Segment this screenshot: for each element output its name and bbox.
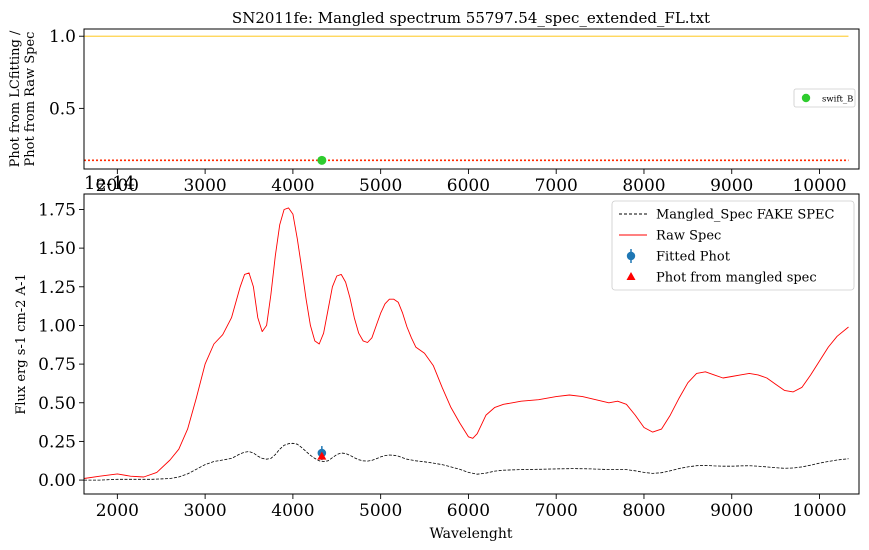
spectrum-ytick-label: 0.50 (38, 394, 76, 414)
ratio-xtick-label: 6000 (447, 176, 490, 196)
spectrum-x-ticks: 2000 3000 4000 5000 6000 7000 8000 9000 10000 (96, 494, 847, 521)
spectrum-ytick-label: 0.75 (38, 355, 76, 375)
legend-label-phot: Phot from mangled spec (656, 271, 817, 286)
ratio-legend-label: swift_B (822, 95, 853, 105)
ratio-xtick-label: 4000 (271, 176, 314, 196)
ratio-ytick-label: 0.5 (49, 99, 76, 119)
ratio-xtick-label: 9000 (710, 176, 753, 196)
spectrum-ytick-label: 1.25 (38, 278, 76, 298)
ratio-axes: 2000 3000 4000 5000 6000 7000 8000 9000 10000 0.… (8, 27, 860, 196)
spectrum-y-ticks: 0.00 0.25 0.50 0.75 1.00 1.25 1.50 1.75 (38, 200, 84, 491)
legend-label-mangled: Mangled_Spec FAKE SPEC (656, 208, 835, 223)
mangled-spec-line (84, 442, 849, 481)
legend-marker-phot (626, 272, 636, 280)
ratio-xtick-label: 3000 (183, 176, 226, 196)
spectrum-xtick-label: 7000 (535, 501, 578, 521)
spectrum-xtick-label: 6000 (447, 501, 490, 521)
raw-spec-line (84, 207, 849, 479)
spectrum-legend-box (611, 200, 855, 291)
spectrum-xtick-label: 10000 (792, 501, 846, 521)
spectrum-series-group (84, 207, 849, 481)
legend-label-fitted: Fitted Phot (656, 250, 731, 265)
spectrum-axes: 2000 3000 4000 5000 6000 7000 8000 9000 10000 0.… (14, 173, 860, 542)
spectrum-xtick-label: 4000 (271, 501, 314, 521)
spectrum-xtick-label: 8000 (622, 501, 665, 521)
spectrum-ytick-label: 1.00 (38, 316, 76, 336)
ratio-legend: swift_B (793, 88, 856, 108)
spectrum-xtick-label: 2000 (96, 501, 139, 521)
ratio-plot-marks (84, 35, 849, 165)
spectrum-xlabel: Wavelenght (429, 526, 512, 542)
spectrum-xtick-label: 9000 (710, 501, 753, 521)
spectrum-ytick-label: 0.25 (38, 432, 76, 452)
ratio-axes-frame (83, 28, 860, 170)
spectrum-plot-marks (84, 207, 849, 481)
ratio-point-swift-b (317, 155, 327, 165)
spectrum-ytick-label: 0.00 (38, 471, 76, 491)
spectrum-axes-frame (83, 193, 860, 495)
legend-marker-fitted (626, 251, 636, 261)
ratio-xtick-label: 8000 (622, 176, 665, 196)
spectrum-ylabel: Flux erg s-1 cm-2 A-1 (14, 273, 29, 414)
spectrum-xtick-label: 3000 (183, 501, 226, 521)
ratio-x-ticks: 2000 3000 4000 5000 6000 7000 8000 9000 10000 (96, 169, 847, 196)
figure-title: SN2011fe: Mangled spectrum 55797.54_spec… (232, 9, 710, 27)
ratio-xtick-label: 10000 (792, 176, 846, 196)
ratio-y-ticks: 0.5 1.0 (49, 27, 84, 119)
ratio-ytick-label: 1.0 (49, 27, 76, 47)
spectrum-ytick-label: 1.75 (38, 200, 76, 220)
ratio-xtick-label: 7000 (535, 176, 578, 196)
ratio-legend-marker (801, 93, 811, 103)
spectrum-xtick-label: 5000 (359, 501, 402, 521)
spectrum-legend: Mangled_Spec FAKE SPEC Raw Spec Fitted P… (611, 200, 855, 291)
spectrum-offset-label: 1e-14 (84, 173, 135, 194)
ratio-xtick-label: 5000 (359, 176, 402, 196)
phot-mangled-point (317, 451, 327, 460)
ratio-ylabel-line2: Phot from Raw Spec (23, 32, 38, 167)
legend-label-raw: Raw Spec (656, 229, 721, 244)
spectrum-ytick-label: 1.50 (38, 239, 76, 259)
ratio-legend-box (793, 88, 856, 108)
ratio-xtick-label: 2000 (96, 176, 139, 196)
ratio-ylabel-line1: Phot from LCfitting / (8, 30, 23, 167)
